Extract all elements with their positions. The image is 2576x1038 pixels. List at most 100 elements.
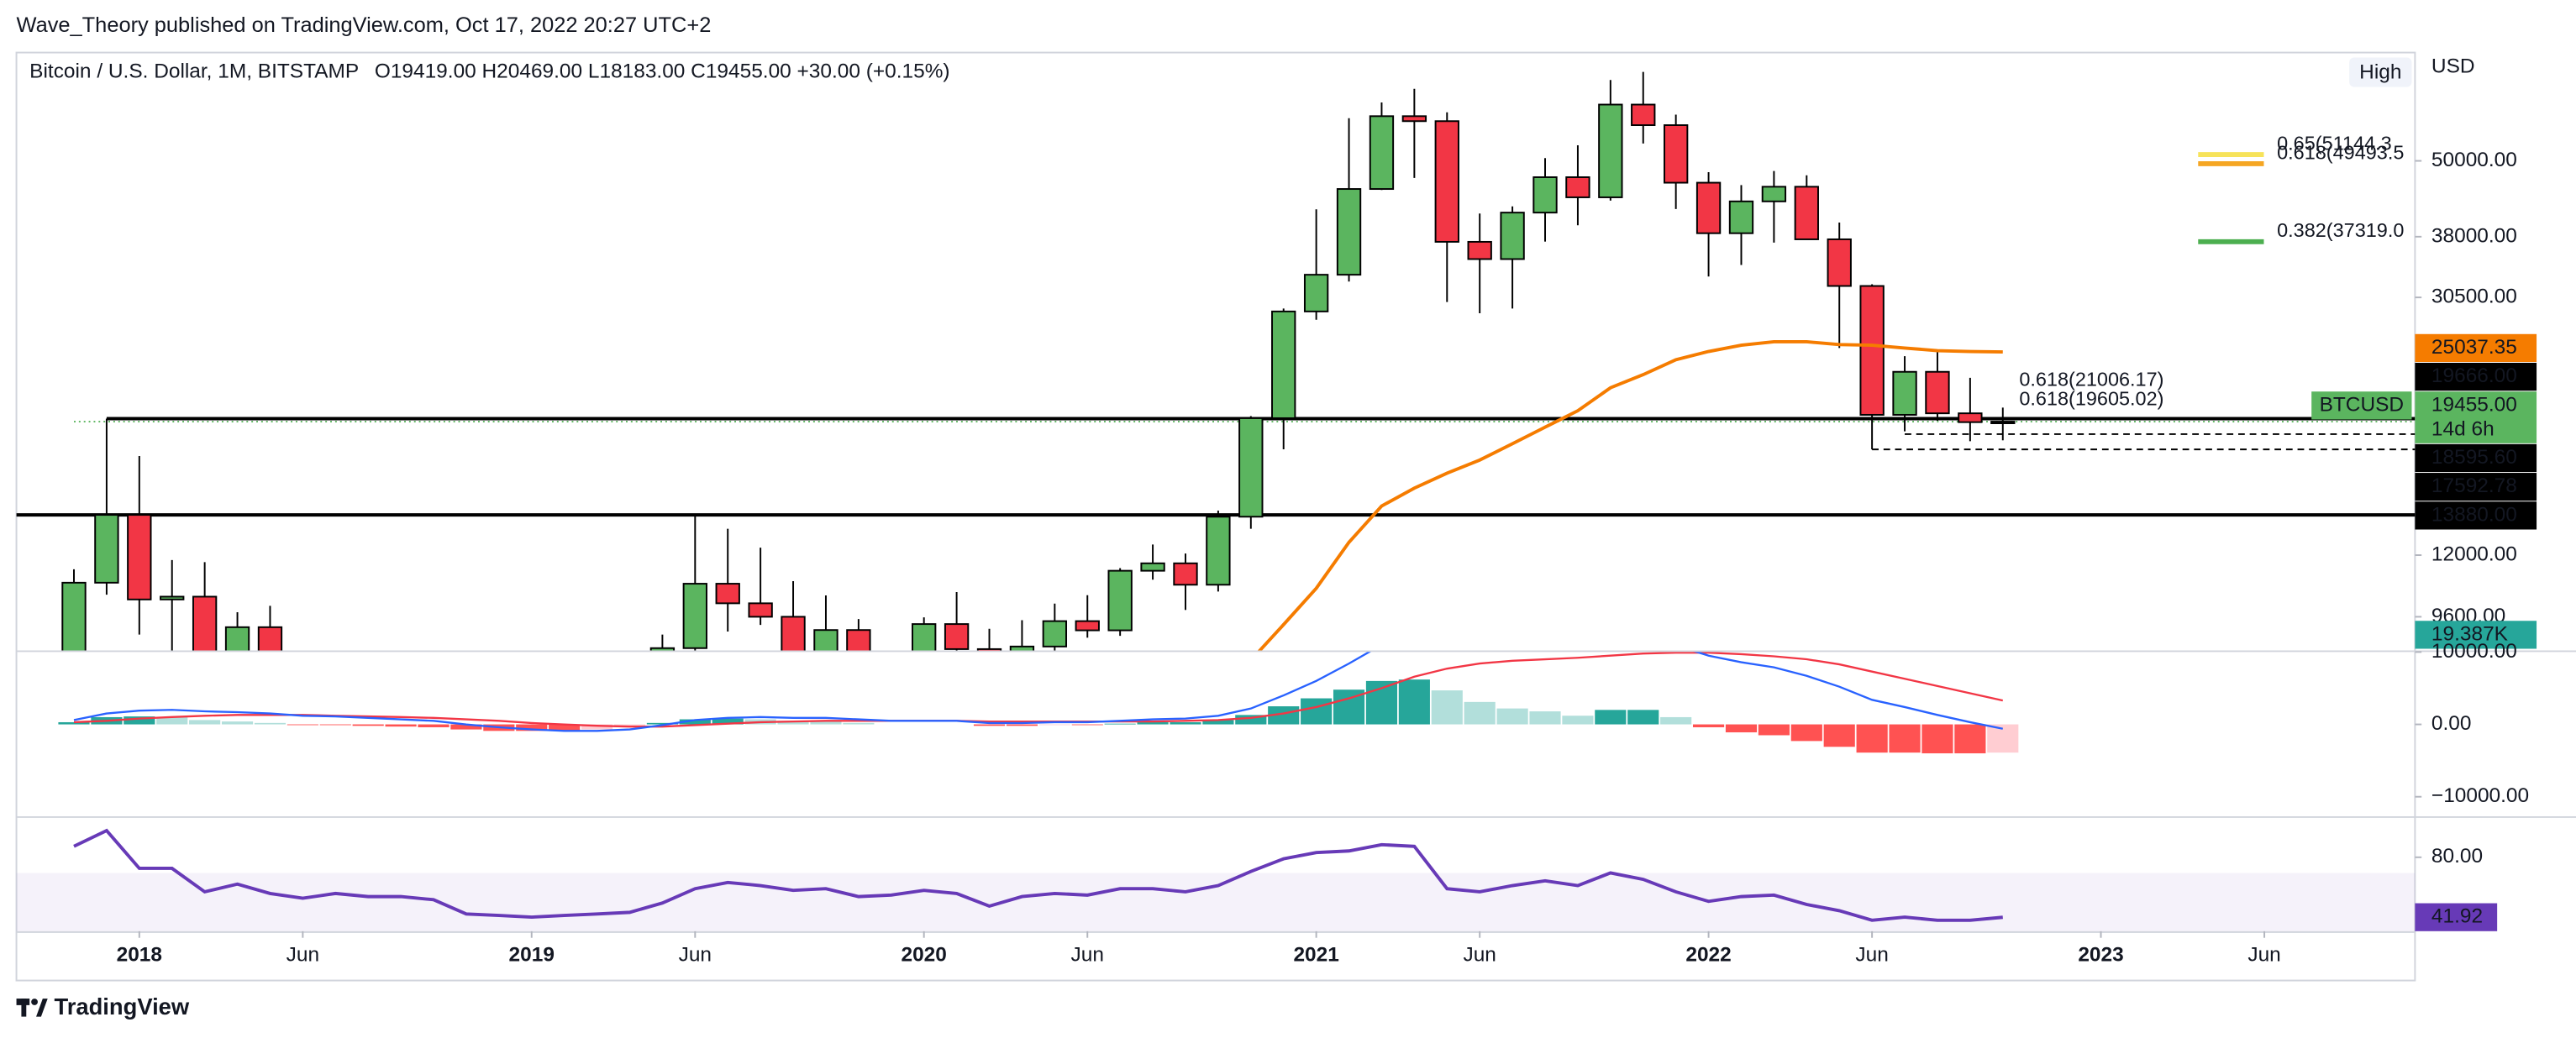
y-tick-label: −10000.00: [2431, 784, 2529, 807]
moving-average: [1257, 340, 2003, 651]
publisher: Wave_Theory published on TradingView.com…: [17, 13, 712, 37]
price-label: 13880.00: [2431, 503, 2517, 526]
candle-body: [94, 514, 119, 584]
price-label-box: [2415, 501, 2537, 530]
macd-histogram-bar: [1758, 724, 1790, 736]
macd-histogram-bar: [810, 721, 842, 725]
macd-histogram-bar: [1431, 690, 1463, 725]
macd-histogram-bar: [1627, 710, 1659, 725]
volume-label: 19.387K: [2431, 622, 2509, 645]
candle-body: [715, 583, 740, 605]
macd-histogram-bar: [1301, 698, 1333, 725]
macd-histogram-bar: [1692, 724, 1725, 728]
candle-body: [944, 623, 970, 650]
macd-histogram-bar: [1202, 720, 1234, 725]
macd-histogram-bar: [581, 724, 613, 730]
macd-histogram-bar: [1660, 716, 1692, 725]
macd-histogram-bar: [1496, 708, 1528, 725]
price-label: 25037.35: [2431, 336, 2517, 359]
candle-body: [1303, 274, 1329, 312]
candle-body: [682, 583, 707, 649]
fib-label: 0.65(51144.3: [2277, 133, 2391, 155]
y-tick-label: 80.00: [2431, 845, 2483, 868]
candle-body: [1434, 120, 1459, 243]
macd-histogram-bar: [352, 724, 384, 726]
candle-body: [1892, 370, 1917, 416]
high-button[interactable]: [2349, 57, 2412, 87]
candle-body: [1925, 370, 1950, 415]
macd-histogram-bar: [679, 719, 711, 725]
candle-body: [224, 626, 250, 651]
macd-histogram-bar: [189, 720, 221, 725]
rsi-label-box: [2415, 903, 2498, 931]
x-tick-label: Jun: [1855, 944, 1888, 967]
candle-body: [1663, 124, 1689, 184]
macd-histogram-bar: [646, 722, 678, 725]
x-tick-label: Jun: [287, 944, 319, 967]
rsi-band: [16, 873, 2416, 931]
candle-body: [1042, 620, 1068, 647]
candle-body: [1173, 562, 1198, 586]
fib-label: 0.618(19605.02): [2019, 387, 2163, 409]
macd-histogram-bar: [1595, 710, 1627, 725]
candle-body: [127, 514, 152, 600]
fib-label: 0.382(37319.0: [2277, 219, 2404, 241]
candle-body: [1206, 516, 1231, 586]
macd-histogram-bar: [549, 724, 581, 731]
candle-body: [1500, 212, 1525, 260]
candle-body: [1631, 103, 1656, 127]
candle-body: [1990, 421, 2016, 424]
candle-body: [976, 647, 1002, 651]
macd-histogram-bar: [254, 722, 287, 725]
macd-histogram-bar: [1398, 679, 1430, 725]
y-tick-label: 30500.00: [2431, 286, 2517, 308]
macd-histogram-bar: [287, 724, 318, 726]
macd-histogram-bar: [1529, 711, 1561, 725]
fib-label: 0.618(49493.5: [2277, 141, 2404, 163]
currency: USD: [2431, 55, 2475, 78]
candle-body: [160, 595, 185, 600]
y-tick-label: 50000.00: [2431, 149, 2517, 171]
candle-body: [1107, 569, 1133, 632]
x-tick-label: 2019: [509, 944, 555, 967]
macd-histogram-bar: [1921, 724, 1953, 754]
macd-histogram-bar: [418, 724, 449, 728]
y-tick-label: 12000.00: [2431, 543, 2517, 565]
candle-body: [1271, 310, 1296, 419]
macd-histogram-bar: [221, 721, 254, 725]
signal-line: [73, 652, 2004, 728]
candle-body: [1598, 103, 1623, 198]
y-tick-label: 0.00: [2431, 712, 2472, 735]
candle-body: [1336, 188, 1362, 276]
candle-body: [1728, 200, 1754, 234]
ohlc-legend: O19419.00 H20469.00 L18183.00 C19455.00 …: [375, 60, 950, 83]
rsi-label: 41.92: [2431, 905, 2483, 928]
candle-body: [1794, 186, 1819, 240]
x-tick-label: 2022: [1685, 944, 1731, 967]
macd-histogram-bar: [1104, 723, 1136, 725]
fib-label: 0.618(21006.17): [2019, 369, 2163, 391]
macd-histogram-bar: [516, 724, 548, 731]
price-label-box: [2415, 473, 2537, 501]
candle-body: [1532, 176, 1558, 214]
macd-histogram-bar: [1889, 724, 1921, 753]
macd-histogram-bar: [1235, 715, 1267, 725]
price-label: 19666.00: [2431, 364, 2517, 387]
y-tick-label: 38000.00: [2431, 224, 2517, 247]
high-button-label[interactable]: High: [2359, 60, 2401, 83]
candle-body: [1369, 115, 1395, 191]
macd-histogram-bar: [1790, 724, 1822, 742]
rsi-line: [73, 828, 2003, 922]
candle-body: [1075, 620, 1100, 632]
macd-histogram-bar: [777, 721, 809, 725]
macd-histogram-bar: [385, 724, 417, 727]
x-tick-label: Jun: [1463, 944, 1496, 967]
footer-text: TradingView: [55, 993, 190, 1020]
rsi-plot: [16, 828, 2416, 931]
macd-histogram-bar: [1856, 724, 1888, 753]
macd-histogram-bar: [1170, 721, 1201, 725]
symbol-tag: [2311, 391, 2412, 420]
macd-histogram-bar: [319, 724, 351, 726]
candle-body: [1958, 412, 1983, 423]
